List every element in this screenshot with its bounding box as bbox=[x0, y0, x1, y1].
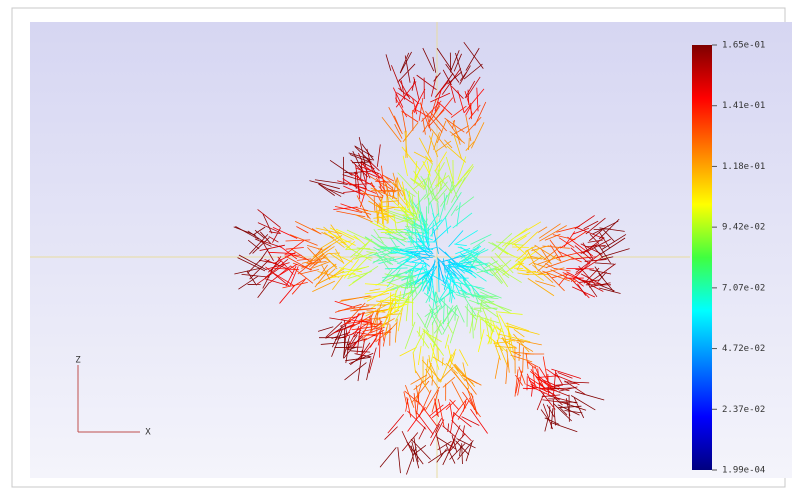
colorbar-label: 1.41e-01 bbox=[722, 101, 765, 111]
page: {"colorbar": {"labels": ["1.65e-01", "1.… bbox=[0, 0, 797, 495]
colorbar-label: 4.72e-02 bbox=[722, 344, 765, 354]
colorbar-label: 2.37e-02 bbox=[722, 405, 765, 415]
colorbar-label: 7.07e-02 bbox=[722, 283, 765, 293]
viewer: 1.65e-01 1.41e-01 1.18e-01 9.42e-02 7.07e-02… bbox=[0, 0, 797, 495]
triad-vertical-label: Z bbox=[75, 356, 81, 366]
vector bbox=[433, 322, 434, 342]
colorbar-label: 1.99e-04 bbox=[722, 466, 765, 476]
triad-horizontal-label: X bbox=[145, 428, 151, 438]
colorbar-label: 1.65e-01 bbox=[722, 41, 765, 51]
colorbar-label: 1.18e-01 bbox=[722, 162, 765, 172]
colorbar bbox=[692, 45, 712, 470]
colorbar-label: 9.42e-02 bbox=[722, 223, 765, 233]
